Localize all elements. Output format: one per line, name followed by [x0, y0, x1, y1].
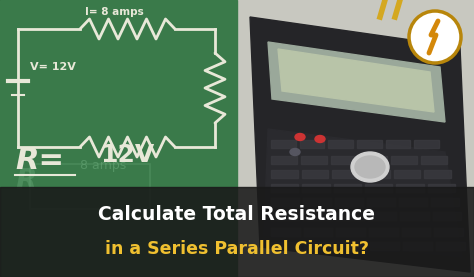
Bar [328, 140, 353, 148]
Bar [386, 140, 410, 148]
Bar [302, 184, 329, 192]
Bar [391, 156, 417, 164]
Text: R=: R= [15, 146, 64, 175]
Bar [414, 140, 439, 148]
Ellipse shape [290, 148, 300, 155]
Bar [237, 0, 474, 277]
Bar [368, 212, 396, 220]
Bar [271, 140, 296, 148]
Bar [403, 242, 432, 250]
Bar [303, 198, 331, 206]
Bar [304, 228, 332, 236]
Polygon shape [268, 42, 445, 122]
Bar [428, 184, 455, 192]
Bar [335, 198, 363, 206]
Text: 8 amps: 8 amps [80, 159, 126, 172]
Bar [301, 156, 327, 164]
Bar [334, 184, 361, 192]
Bar [271, 212, 300, 220]
Text: R: R [15, 167, 36, 195]
Bar [369, 228, 398, 236]
Bar [424, 170, 451, 178]
Text: in a Series Parallel Circuit?: in a Series Parallel Circuit? [105, 240, 369, 258]
Bar [0, 187, 474, 277]
Bar [301, 170, 328, 178]
Bar [300, 140, 324, 148]
Text: I= 8 amps: I= 8 amps [85, 7, 144, 17]
Bar [363, 170, 390, 178]
Bar [271, 170, 298, 178]
Polygon shape [250, 17, 470, 272]
Circle shape [409, 11, 461, 63]
Bar [271, 198, 299, 206]
Bar [433, 212, 461, 220]
Bar [271, 184, 298, 192]
Ellipse shape [355, 156, 385, 178]
Bar [337, 228, 365, 236]
Bar [370, 242, 399, 250]
Ellipse shape [315, 135, 325, 142]
Polygon shape [264, 129, 462, 257]
Bar [365, 184, 392, 192]
Bar [303, 212, 332, 220]
Bar [431, 198, 459, 206]
Bar [0, 0, 237, 277]
Bar [304, 242, 333, 250]
Bar [401, 212, 428, 220]
Bar [336, 212, 364, 220]
Bar [271, 242, 300, 250]
Text: 12V: 12V [100, 143, 154, 167]
Bar [367, 198, 395, 206]
Bar [399, 198, 427, 206]
Ellipse shape [295, 134, 305, 140]
Ellipse shape [351, 152, 389, 182]
Bar [357, 140, 382, 148]
Polygon shape [278, 49, 434, 112]
Bar [401, 228, 430, 236]
Bar [436, 242, 465, 250]
Bar [434, 228, 463, 236]
Bar [271, 156, 297, 164]
Text: V= 12V: V= 12V [30, 62, 76, 72]
Bar [271, 228, 300, 236]
Text: Calculate Total Resistance: Calculate Total Resistance [99, 206, 375, 224]
Bar [394, 170, 420, 178]
Bar [421, 156, 447, 164]
Bar [396, 184, 424, 192]
Bar [331, 156, 357, 164]
Bar [361, 156, 387, 164]
Bar [337, 242, 366, 250]
Bar [332, 170, 359, 178]
